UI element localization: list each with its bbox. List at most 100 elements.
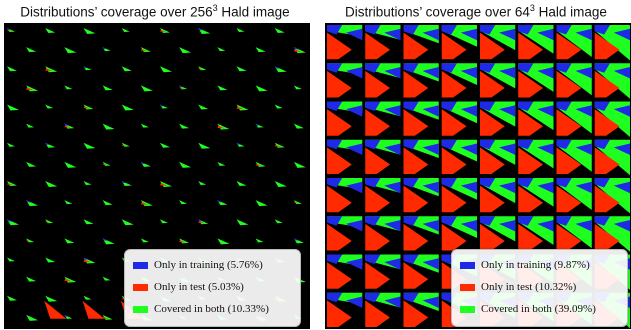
coverage-streak <box>83 104 94 110</box>
coverage-streak <box>255 200 268 207</box>
coverage-streak <box>160 219 168 224</box>
coverage-streak <box>236 219 249 226</box>
coverage-streak <box>236 104 249 111</box>
coverage-streak <box>198 181 207 185</box>
coverage-streak <box>102 47 111 52</box>
coverage-streak <box>64 85 73 90</box>
coverage-streak <box>198 142 211 149</box>
coverage-streak <box>217 123 230 130</box>
legend-swatch-training <box>460 261 475 269</box>
coverage-tile <box>365 101 401 136</box>
coverage-streak <box>64 238 75 244</box>
coverage-streak <box>102 314 113 320</box>
coverage-streak <box>179 200 188 205</box>
coverage-tile <box>556 63 592 98</box>
coverage-tile <box>594 63 630 99</box>
panel-title: Distributions’ coverage over 643 Hald im… <box>321 3 631 20</box>
coverage-streak <box>140 123 149 128</box>
coverage-streak <box>121 66 132 72</box>
coverage-panel-256: Distributions’ coverage over 2563 Hald i… <box>0 0 310 330</box>
title-suffix: Hald image <box>534 4 607 20</box>
coverage-tile <box>556 216 592 251</box>
coverage-streak <box>82 300 105 319</box>
coverage-tile <box>403 292 439 327</box>
coverage-streak <box>45 181 58 187</box>
coverage-streak <box>255 123 264 128</box>
coverage-tile <box>365 63 401 98</box>
coverage-streak <box>140 200 153 207</box>
coverage-tile <box>441 178 477 213</box>
title-exponent: 3 <box>212 3 218 13</box>
coverage-tile <box>327 292 363 327</box>
coverage-streak <box>274 219 283 224</box>
coverage-streak <box>121 181 132 186</box>
coverage-streak <box>26 123 35 128</box>
coverage-streak <box>236 142 245 147</box>
coverage-streak <box>179 238 190 244</box>
coverage-tile <box>518 25 554 60</box>
coverage-streak <box>7 295 17 301</box>
coverage-tile <box>327 63 363 98</box>
coverage-streak <box>121 142 130 147</box>
coverage-streak <box>217 238 230 245</box>
legend-swatch-training <box>133 261 148 269</box>
coverage-tile <box>327 101 363 136</box>
legend-label: Only in test (5.03%) <box>154 281 244 293</box>
coverage-tile <box>441 216 477 251</box>
legend-label: Only in training (9.87%) <box>481 259 590 271</box>
coverage-streak <box>160 181 172 187</box>
coverage-streak <box>102 85 113 91</box>
coverage-streak <box>217 85 228 91</box>
coverage-streak <box>179 123 190 129</box>
coverage-streak <box>198 219 209 225</box>
coverage-streak <box>102 123 115 130</box>
coverage-streak <box>7 142 15 147</box>
legend-swatch-both <box>133 305 148 313</box>
coverage-streak <box>45 104 54 109</box>
coverage-streak <box>83 66 92 71</box>
legend: Only in training (5.76%) Only in test (5… <box>124 249 301 327</box>
coverage-streak <box>293 85 302 90</box>
coverage-streak <box>179 47 192 54</box>
coverage-tile <box>480 101 516 136</box>
coverage-streak <box>45 66 58 73</box>
coverage-streak <box>198 66 207 71</box>
coverage-streak <box>274 142 285 148</box>
title-text: Distributions’ coverage over 256 <box>20 4 213 20</box>
coverage-streak <box>45 219 54 224</box>
title-exponent: 3 <box>529 3 535 13</box>
coverage-tile <box>518 216 554 251</box>
coverage-streak <box>140 161 151 167</box>
legend-swatch-test <box>460 283 475 291</box>
coverage-streak <box>26 238 35 243</box>
coverage-tile <box>403 25 439 60</box>
coverage-streak <box>217 161 226 166</box>
coverage-tile <box>365 292 401 327</box>
coverage-tile <box>518 63 554 98</box>
panel-title: Distributions’ coverage over 2563 Hald i… <box>0 3 310 20</box>
coverage-streak <box>26 200 39 207</box>
coverage-streak <box>45 28 56 33</box>
coverage-tile <box>441 101 477 136</box>
coverage-streak <box>140 47 151 53</box>
legend-swatch-test <box>133 283 148 291</box>
coverage-tile <box>365 25 401 60</box>
coverage-tile <box>441 139 477 174</box>
coverage-streak <box>121 28 130 32</box>
coverage-streak <box>7 181 17 186</box>
coverage-streak <box>160 104 168 109</box>
coverage-streak <box>44 300 67 319</box>
coverage-tile <box>594 178 630 214</box>
coverage-streak <box>64 200 73 205</box>
coverage-tile <box>518 139 554 174</box>
legend-item-test: Only in test (10.32%) <box>460 279 576 295</box>
coverage-tile <box>403 139 439 174</box>
coverage-streak <box>83 295 92 300</box>
coverage-streak <box>83 181 92 185</box>
coverage-streak <box>121 219 134 226</box>
coverage-tile <box>556 101 592 136</box>
coverage-tile <box>403 178 439 213</box>
coverage-streak <box>64 314 73 319</box>
coverage-streak <box>83 257 96 264</box>
legend-label: Only in training (5.76%) <box>154 259 263 271</box>
